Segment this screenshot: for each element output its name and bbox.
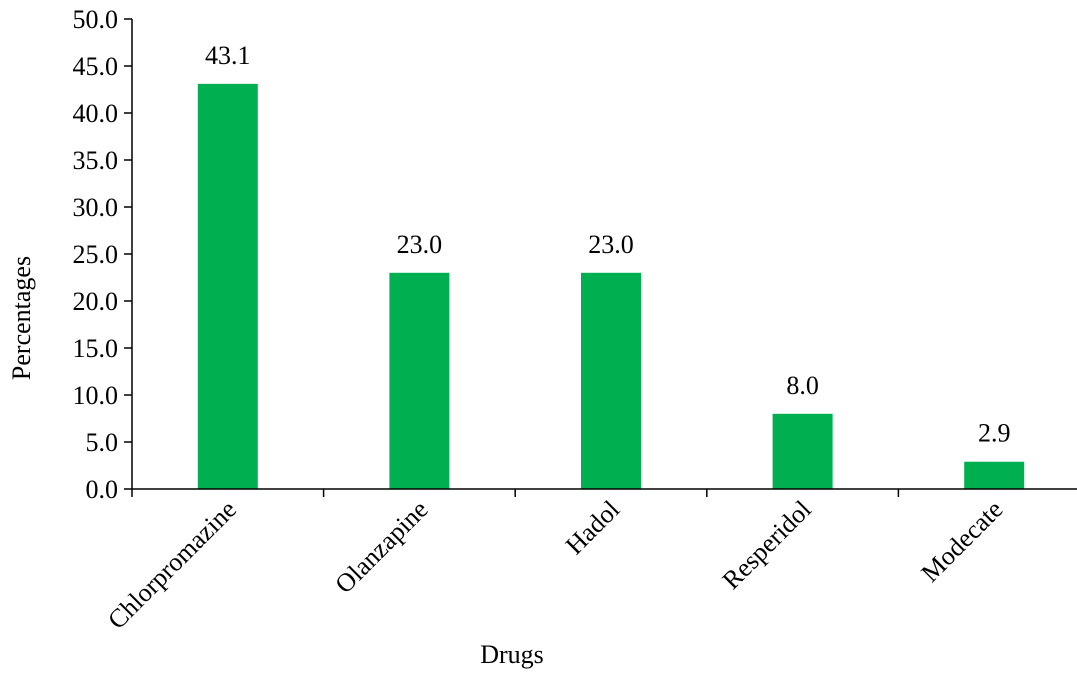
y-axis-ticks: 0.0 5.0 10.0 15.0 20.0 25.0 30.0 35.0 40.0 45.0 50… [73, 5, 132, 504]
x-axis-title: Drugs [480, 640, 544, 669]
data-label-chlorpromazine: 43.1 [205, 41, 251, 70]
bar-chlorpromazine [197, 83, 258, 490]
category-label-modecate: Modecate [915, 495, 1008, 588]
y-tick-label: 15.0 [73, 334, 119, 363]
y-tick-label: 25.0 [73, 240, 119, 269]
category-label-chlorpromazine: Chlorpromazine [102, 495, 242, 635]
bar-hadol [581, 272, 641, 489]
category-label-resperidol: Resperidol [717, 495, 817, 595]
data-label-hadol: 23.0 [588, 230, 634, 259]
category-labels: Chlorpromazine Olanzapine Hadol Resperidol M… [102, 495, 1008, 635]
x-axis-ticks [131, 489, 900, 497]
data-label-olanzapine: 23.0 [397, 230, 443, 259]
category-label-hadol: Hadol [560, 495, 625, 560]
bar-olanzapine [389, 272, 450, 489]
category-label-olanzapine: Olanzapine [329, 495, 433, 599]
y-tick-label: 30.0 [73, 193, 119, 222]
y-tick-label: 10.0 [73, 381, 119, 410]
y-tick-label: 5.0 [86, 428, 119, 457]
data-labels: 43.1 23.0 23.0 8.0 2.9 [205, 41, 1010, 448]
y-tick-label: 40.0 [73, 99, 119, 128]
y-tick-label: 35.0 [73, 146, 119, 175]
y-tick-label: 0.0 [86, 475, 119, 504]
bar-resperidol [772, 413, 833, 489]
data-label-modecate: 2.9 [978, 419, 1011, 448]
bars [197, 83, 1025, 490]
y-tick-label: 20.0 [73, 287, 119, 316]
bar-modecate [964, 461, 1025, 489]
y-tick-label: 50.0 [73, 5, 119, 34]
y-tick-label: 45.0 [73, 52, 119, 81]
y-axis-title: Percentages [7, 256, 36, 380]
data-label-resperidol: 8.0 [786, 371, 819, 400]
